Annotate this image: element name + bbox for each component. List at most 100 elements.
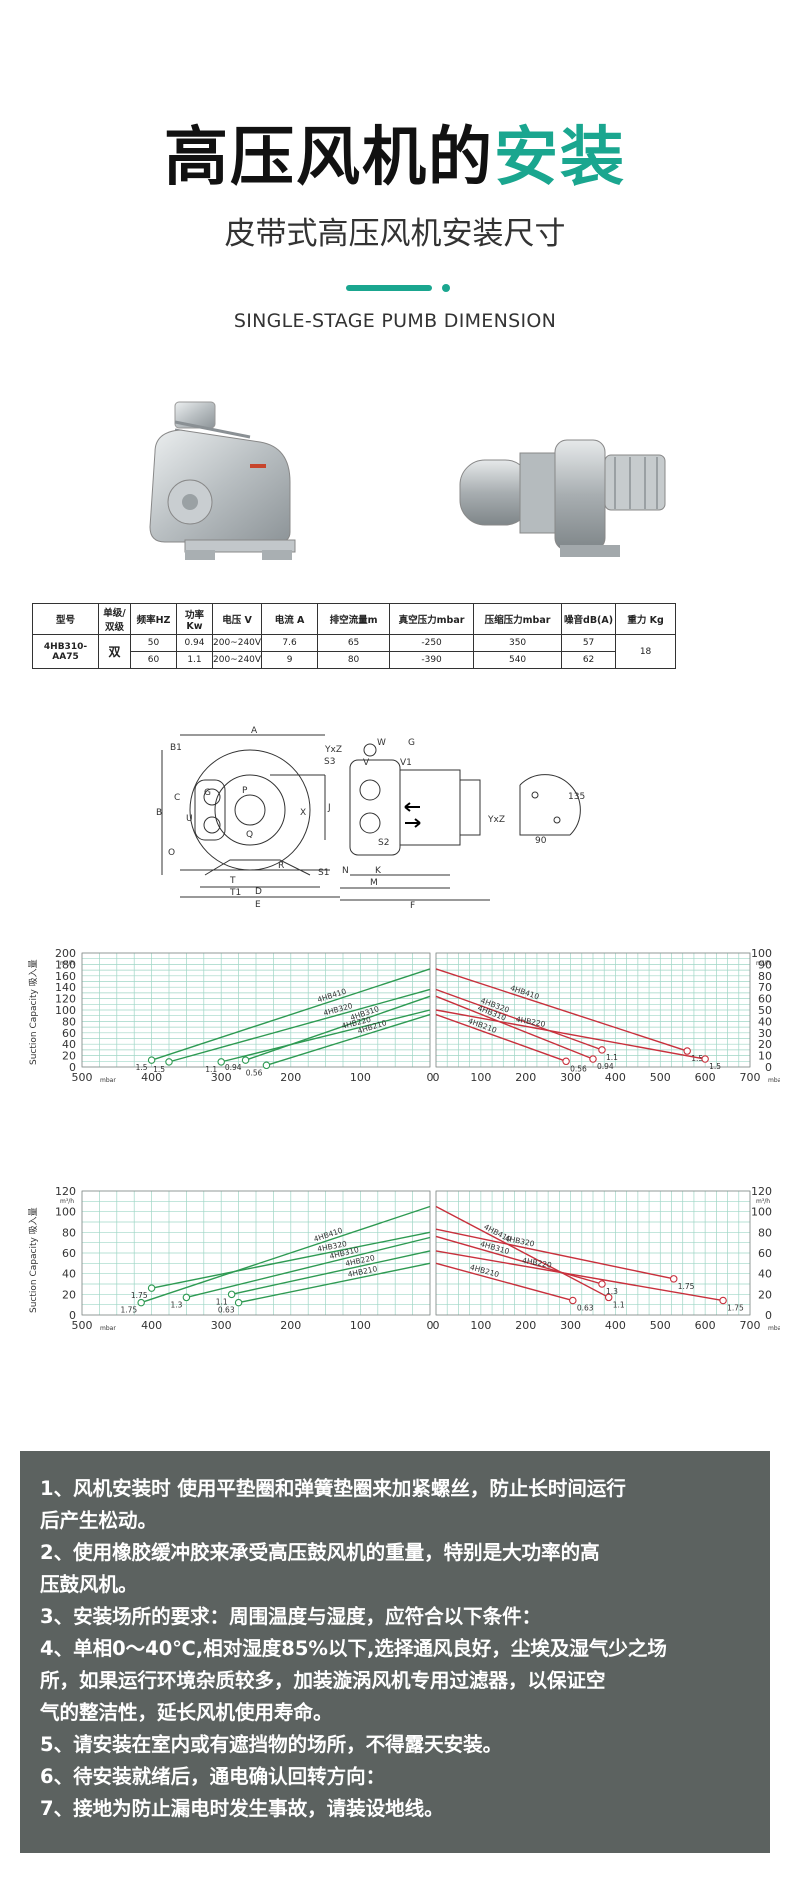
- series-end-label: 1.5: [709, 1062, 721, 1071]
- series-end-label: 0.94: [225, 1063, 242, 1072]
- series-line: [238, 1262, 431, 1304]
- dim-label: O: [168, 848, 175, 858]
- weight-cell: 18: [615, 634, 677, 669]
- dim-label: Q: [246, 830, 253, 840]
- table-cell: 200~240V: [211, 651, 263, 669]
- dim-label: V: [363, 758, 370, 768]
- y-tick-label: 20: [62, 1288, 76, 1301]
- header-frequency: 频率HZ: [130, 603, 177, 635]
- series-end-label: 0.94: [597, 1062, 614, 1071]
- table-cell: 65: [317, 634, 391, 652]
- y-tick-label: 50: [758, 1004, 772, 1017]
- series-end-label: 1.75: [678, 1282, 695, 1291]
- dim-label: W: [377, 738, 386, 748]
- y-tick-label: 0: [69, 1061, 76, 1074]
- y-tick-label: 100: [55, 1206, 76, 1219]
- flange-hole: [553, 816, 561, 824]
- y-tick-label: 100: [751, 1206, 772, 1219]
- header-voltage: 电压 V: [211, 603, 263, 635]
- y-tick-label: 30: [758, 1027, 772, 1040]
- y-axis-label: Suction Capacity 吸入量: [28, 959, 39, 1065]
- x-axis-unit: mbar: [100, 1325, 116, 1332]
- dim-label: G: [204, 788, 211, 798]
- dim-label: S3: [324, 757, 335, 767]
- dim-label: G: [408, 738, 415, 748]
- series-line: [266, 1013, 431, 1066]
- series-end-point: [227, 1290, 236, 1299]
- table-cell: 60: [130, 651, 177, 669]
- series-line: [435, 1009, 706, 1060]
- series-line: [435, 988, 603, 1051]
- plot-frame-left: [81, 1190, 431, 1316]
- series-end-point: [165, 1058, 173, 1066]
- spec-table-container: 型号 单级/双级 频率HZ 功率Kw 电压 V 电流 A 排空流量m 真空压力m…: [32, 603, 677, 669]
- x-tick-label: 500: [650, 1319, 671, 1332]
- series-end-point: [562, 1057, 570, 1066]
- series-end-point: [147, 1056, 156, 1064]
- series-end-point: [701, 1055, 709, 1063]
- series-end-point: [604, 1293, 613, 1302]
- dim-label: S1: [318, 868, 329, 878]
- chart-grid: [81, 952, 751, 1068]
- header-current: 电流 A: [261, 603, 319, 635]
- x-tick-label: 100: [350, 1071, 371, 1084]
- series-end-label: 1.1: [613, 1300, 625, 1309]
- flange-hole: [531, 791, 539, 799]
- dim-label: N: [342, 866, 349, 876]
- series-line: [435, 1235, 603, 1285]
- y-tick-label: 80: [62, 1226, 76, 1239]
- header-pressure: 压缩压力mbar: [473, 603, 563, 635]
- dim-label: B1: [170, 743, 182, 753]
- y-tick-label: 60: [62, 1247, 76, 1260]
- series-end-label: 1.5: [691, 1054, 703, 1063]
- header-model: 型号: [32, 603, 99, 635]
- dim-label: 135: [568, 792, 585, 802]
- x-axis-unit: mbar: [100, 1077, 116, 1084]
- table-cell: 0.94: [176, 634, 213, 652]
- series-end-point: [217, 1058, 225, 1066]
- y-tick-label: 70: [758, 981, 772, 994]
- y-tick-label: 200: [55, 947, 76, 960]
- x-tick-label: 600: [695, 1319, 716, 1332]
- y-axis-label: Suction Capacity 吸入量: [28, 1207, 39, 1313]
- dim-label: U: [186, 814, 193, 824]
- y-tick-label: 0: [69, 1309, 76, 1322]
- y-tick-label: 40: [758, 1015, 772, 1028]
- x-tick-label: 500: [650, 1071, 671, 1084]
- x-tick-label: 400: [141, 1071, 162, 1084]
- dim-label: C: [174, 793, 180, 803]
- y-tick-label: 100: [751, 947, 772, 960]
- decorative-divider: [346, 285, 432, 291]
- series-end-label: 1.75: [120, 1306, 137, 1315]
- flange-drawing: [519, 774, 581, 836]
- x-tick-label: 700: [740, 1071, 761, 1084]
- dim-label: M: [370, 878, 378, 888]
- front-view-labels: A B B1 C D E G J O P Q R S1 T T1 U: [156, 726, 331, 910]
- series-end-label: 1.75: [131, 1291, 148, 1300]
- table-cell: 1.1: [176, 651, 213, 669]
- series-end-label: 1.1: [205, 1065, 217, 1074]
- series-line: [435, 1262, 573, 1302]
- series-end-point: [569, 1296, 577, 1305]
- y-tick-label: 120: [751, 1185, 772, 1198]
- dim-label: E: [255, 900, 261, 910]
- x-axis-unit: mbar: [768, 1325, 780, 1332]
- title-main: 高压风机的: [164, 121, 494, 195]
- installation-notes: 1、风机安装时 使用平垫圈和弹簧垫圈来加紧螺丝，防止长时间运行 后产生松动。 2…: [20, 1451, 770, 1853]
- series-end-point: [147, 1284, 156, 1292]
- header-flow: 排空流量m: [317, 603, 391, 635]
- x-tick-label: 100: [350, 1319, 371, 1332]
- note-line: 7、接地为防止漏电时发生事故，请装设地线。: [40, 1797, 444, 1820]
- series-line: [435, 1228, 674, 1280]
- table-cell: 200~240V: [211, 634, 263, 652]
- table-cell: 7.6: [261, 634, 319, 652]
- dim-label: V1: [400, 758, 412, 768]
- dim-label: S2: [378, 838, 389, 848]
- x-tick-label: 400: [605, 1319, 626, 1332]
- y-tick-label: 140: [55, 981, 76, 994]
- x-tick-label: 300: [211, 1319, 232, 1332]
- x-tick-label: 400: [605, 1071, 626, 1084]
- plot-frame-right: [435, 1190, 751, 1316]
- series-line: [435, 1250, 724, 1302]
- table-cell: -250: [389, 634, 475, 652]
